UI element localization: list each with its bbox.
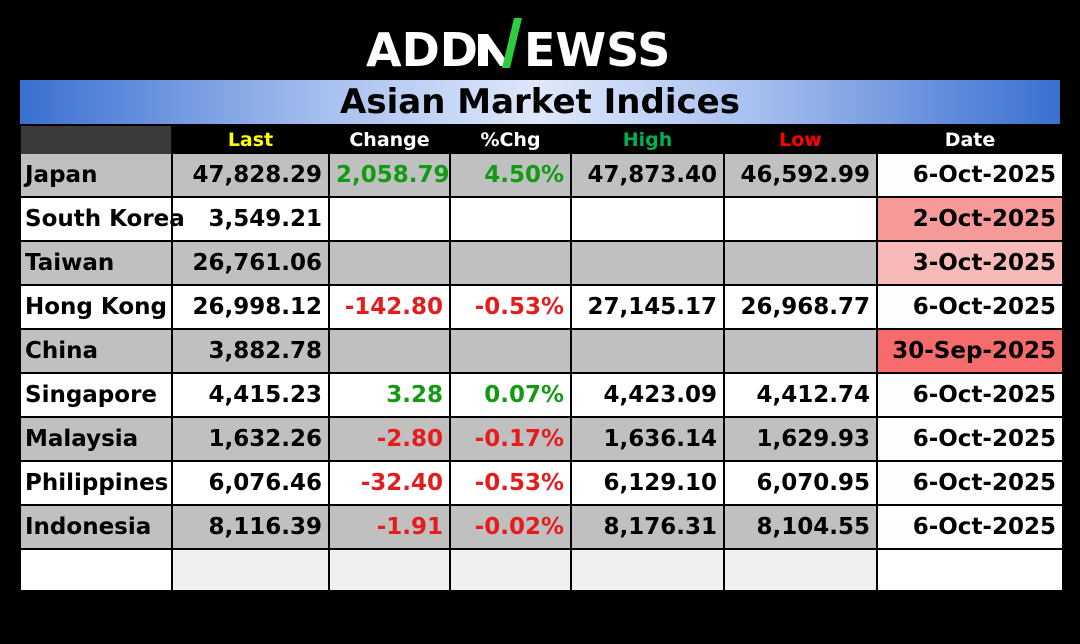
header-date: Date xyxy=(878,126,1062,154)
empty-cell xyxy=(451,550,570,592)
cell-change: 2,058.79 xyxy=(330,154,450,198)
cell-country: South Korea xyxy=(21,198,185,242)
table-row: South Korea 3,549.21 2-Oct-2025 xyxy=(21,198,1062,242)
cell-date: 6-Oct-2025 xyxy=(878,506,1062,550)
cell-high: 8,176.31 xyxy=(572,506,723,550)
cell-country: Philippines xyxy=(21,462,171,506)
cell-change: -32.40 xyxy=(330,462,449,506)
empty-cell xyxy=(330,550,449,592)
logo: ADD EWSS xyxy=(0,14,1080,78)
table-row: Hong Kong 26,998.12 -142.80 -0.53% 27,145.17… xyxy=(21,286,1062,330)
cell-last: 4,415.23 xyxy=(173,374,328,418)
cell-change: -142.80 xyxy=(330,286,449,330)
page-title: Asian Market Indices xyxy=(340,82,740,122)
cell-country: Hong Kong xyxy=(21,286,171,330)
table-row: Indonesia 8,116.39 -1.91 -0.02% 8,176.31 8,10… xyxy=(21,506,1062,550)
cell-pct xyxy=(451,330,570,374)
cell-date: 6-Oct-2025 xyxy=(878,374,1062,418)
header-last: Last xyxy=(173,126,328,154)
empty-cell xyxy=(572,550,723,592)
cell-low xyxy=(725,198,876,242)
cell-change: 3.28 xyxy=(330,374,449,418)
table-row: Taiwan 26,761.06 3-Oct-2025 xyxy=(21,242,1062,286)
logo-n-mark xyxy=(478,18,522,68)
cell-low: 4,412.74 xyxy=(725,374,876,418)
cell-country: Singapore xyxy=(21,374,171,418)
header-high: High xyxy=(572,126,723,154)
table-row: Japan 47,828.29 2,058.79 4.50% 47,873.40 46,5… xyxy=(21,154,1062,198)
cell-last: 1,632.26 xyxy=(173,418,328,462)
cell-last: 3,549.21 xyxy=(173,198,328,242)
cell-last: 26,998.12 xyxy=(173,286,328,330)
cell-low xyxy=(725,242,876,286)
market-table: Last Change %Chg High Low Date Japan 47,8… xyxy=(19,126,1064,592)
cell-pct: -0.53% xyxy=(451,462,570,506)
empty-cell xyxy=(173,550,328,592)
table-row: Singapore 4,415.23 3.28 0.07% 4,423.09 4,412.… xyxy=(21,374,1062,418)
cell-low xyxy=(725,330,876,374)
cell-date: 6-Oct-2025 xyxy=(878,462,1062,506)
cell-last: 47,828.29 xyxy=(173,154,328,198)
cell-pct: -0.17% xyxy=(451,418,570,462)
cell-low: 46,592.99 xyxy=(725,154,876,198)
cell-change: -1.91 xyxy=(330,506,449,550)
table-row: Malaysia 1,632.26 -2.80 -0.17% 1,636.14 1,629… xyxy=(21,418,1062,462)
cell-pct: -0.53% xyxy=(451,286,570,330)
cell-date: 30-Sep-2025 xyxy=(878,330,1062,374)
cell-high: 27,145.17 xyxy=(572,286,723,330)
cell-high: 1,636.14 xyxy=(572,418,723,462)
cell-date: 6-Oct-2025 xyxy=(878,154,1062,198)
empty-cell xyxy=(725,550,876,592)
cell-high xyxy=(572,330,723,374)
table-row: Philippines 6,076.46 -32.40 -0.53% 6,129.10 6… xyxy=(21,462,1062,506)
cell-low: 26,968.77 xyxy=(725,286,876,330)
cell-change xyxy=(330,330,449,374)
cell-date: 2-Oct-2025 xyxy=(878,198,1062,242)
table-row: China 3,882.78 30-Sep-2025 xyxy=(21,330,1062,374)
cell-high: 47,873.40 xyxy=(572,154,723,198)
cell-high: 6,129.10 xyxy=(572,462,723,506)
cell-pct xyxy=(451,198,570,242)
empty-cell xyxy=(878,550,1062,592)
cell-low: 6,070.95 xyxy=(725,462,876,506)
header-blank xyxy=(21,126,171,154)
cell-country: Taiwan xyxy=(21,242,171,286)
cell-country: Japan xyxy=(21,154,171,198)
header-pct: %Chg xyxy=(451,126,570,154)
cell-last: 6,076.46 xyxy=(173,462,328,506)
cell-high xyxy=(572,198,723,242)
logo-text-right: EWSS xyxy=(524,23,670,77)
cell-pct: 0.07% xyxy=(451,374,570,418)
logo-text-left: ADD xyxy=(366,23,478,77)
header-low: Low xyxy=(725,126,876,154)
cell-change: -2.80 xyxy=(330,418,449,462)
header-row: Last Change %Chg High Low Date xyxy=(21,126,1062,154)
cell-pct: -0.02% xyxy=(451,506,570,550)
cell-date: 6-Oct-2025 xyxy=(878,418,1062,462)
cell-date: 6-Oct-2025 xyxy=(878,286,1062,330)
cell-pct: 4.50% xyxy=(451,154,570,198)
empty-cell xyxy=(21,550,171,592)
cell-change xyxy=(330,242,449,286)
addnewss-logo: ADD EWSS xyxy=(366,18,670,77)
title-bar: Asian Market Indices xyxy=(20,80,1060,124)
header-change: Change xyxy=(330,126,449,154)
cell-last: 3,882.78 xyxy=(173,330,328,374)
cell-country: Malaysia xyxy=(21,418,171,462)
empty-row xyxy=(21,550,1062,592)
cell-high: 4,423.09 xyxy=(572,374,723,418)
cell-high xyxy=(572,242,723,286)
cell-date: 3-Oct-2025 xyxy=(878,242,1062,286)
cell-country: Indonesia xyxy=(21,506,171,550)
cell-pct xyxy=(451,242,570,286)
cell-country: China xyxy=(21,330,171,374)
cell-last: 26,761.06 xyxy=(173,242,328,286)
cell-low: 8,104.55 xyxy=(725,506,876,550)
cell-change xyxy=(330,198,449,242)
cell-low: 1,629.93 xyxy=(725,418,876,462)
table-body: Japan 47,828.29 2,058.79 4.50% 47,873.40 46,5… xyxy=(21,154,1062,592)
cell-last: 8,116.39 xyxy=(173,506,328,550)
